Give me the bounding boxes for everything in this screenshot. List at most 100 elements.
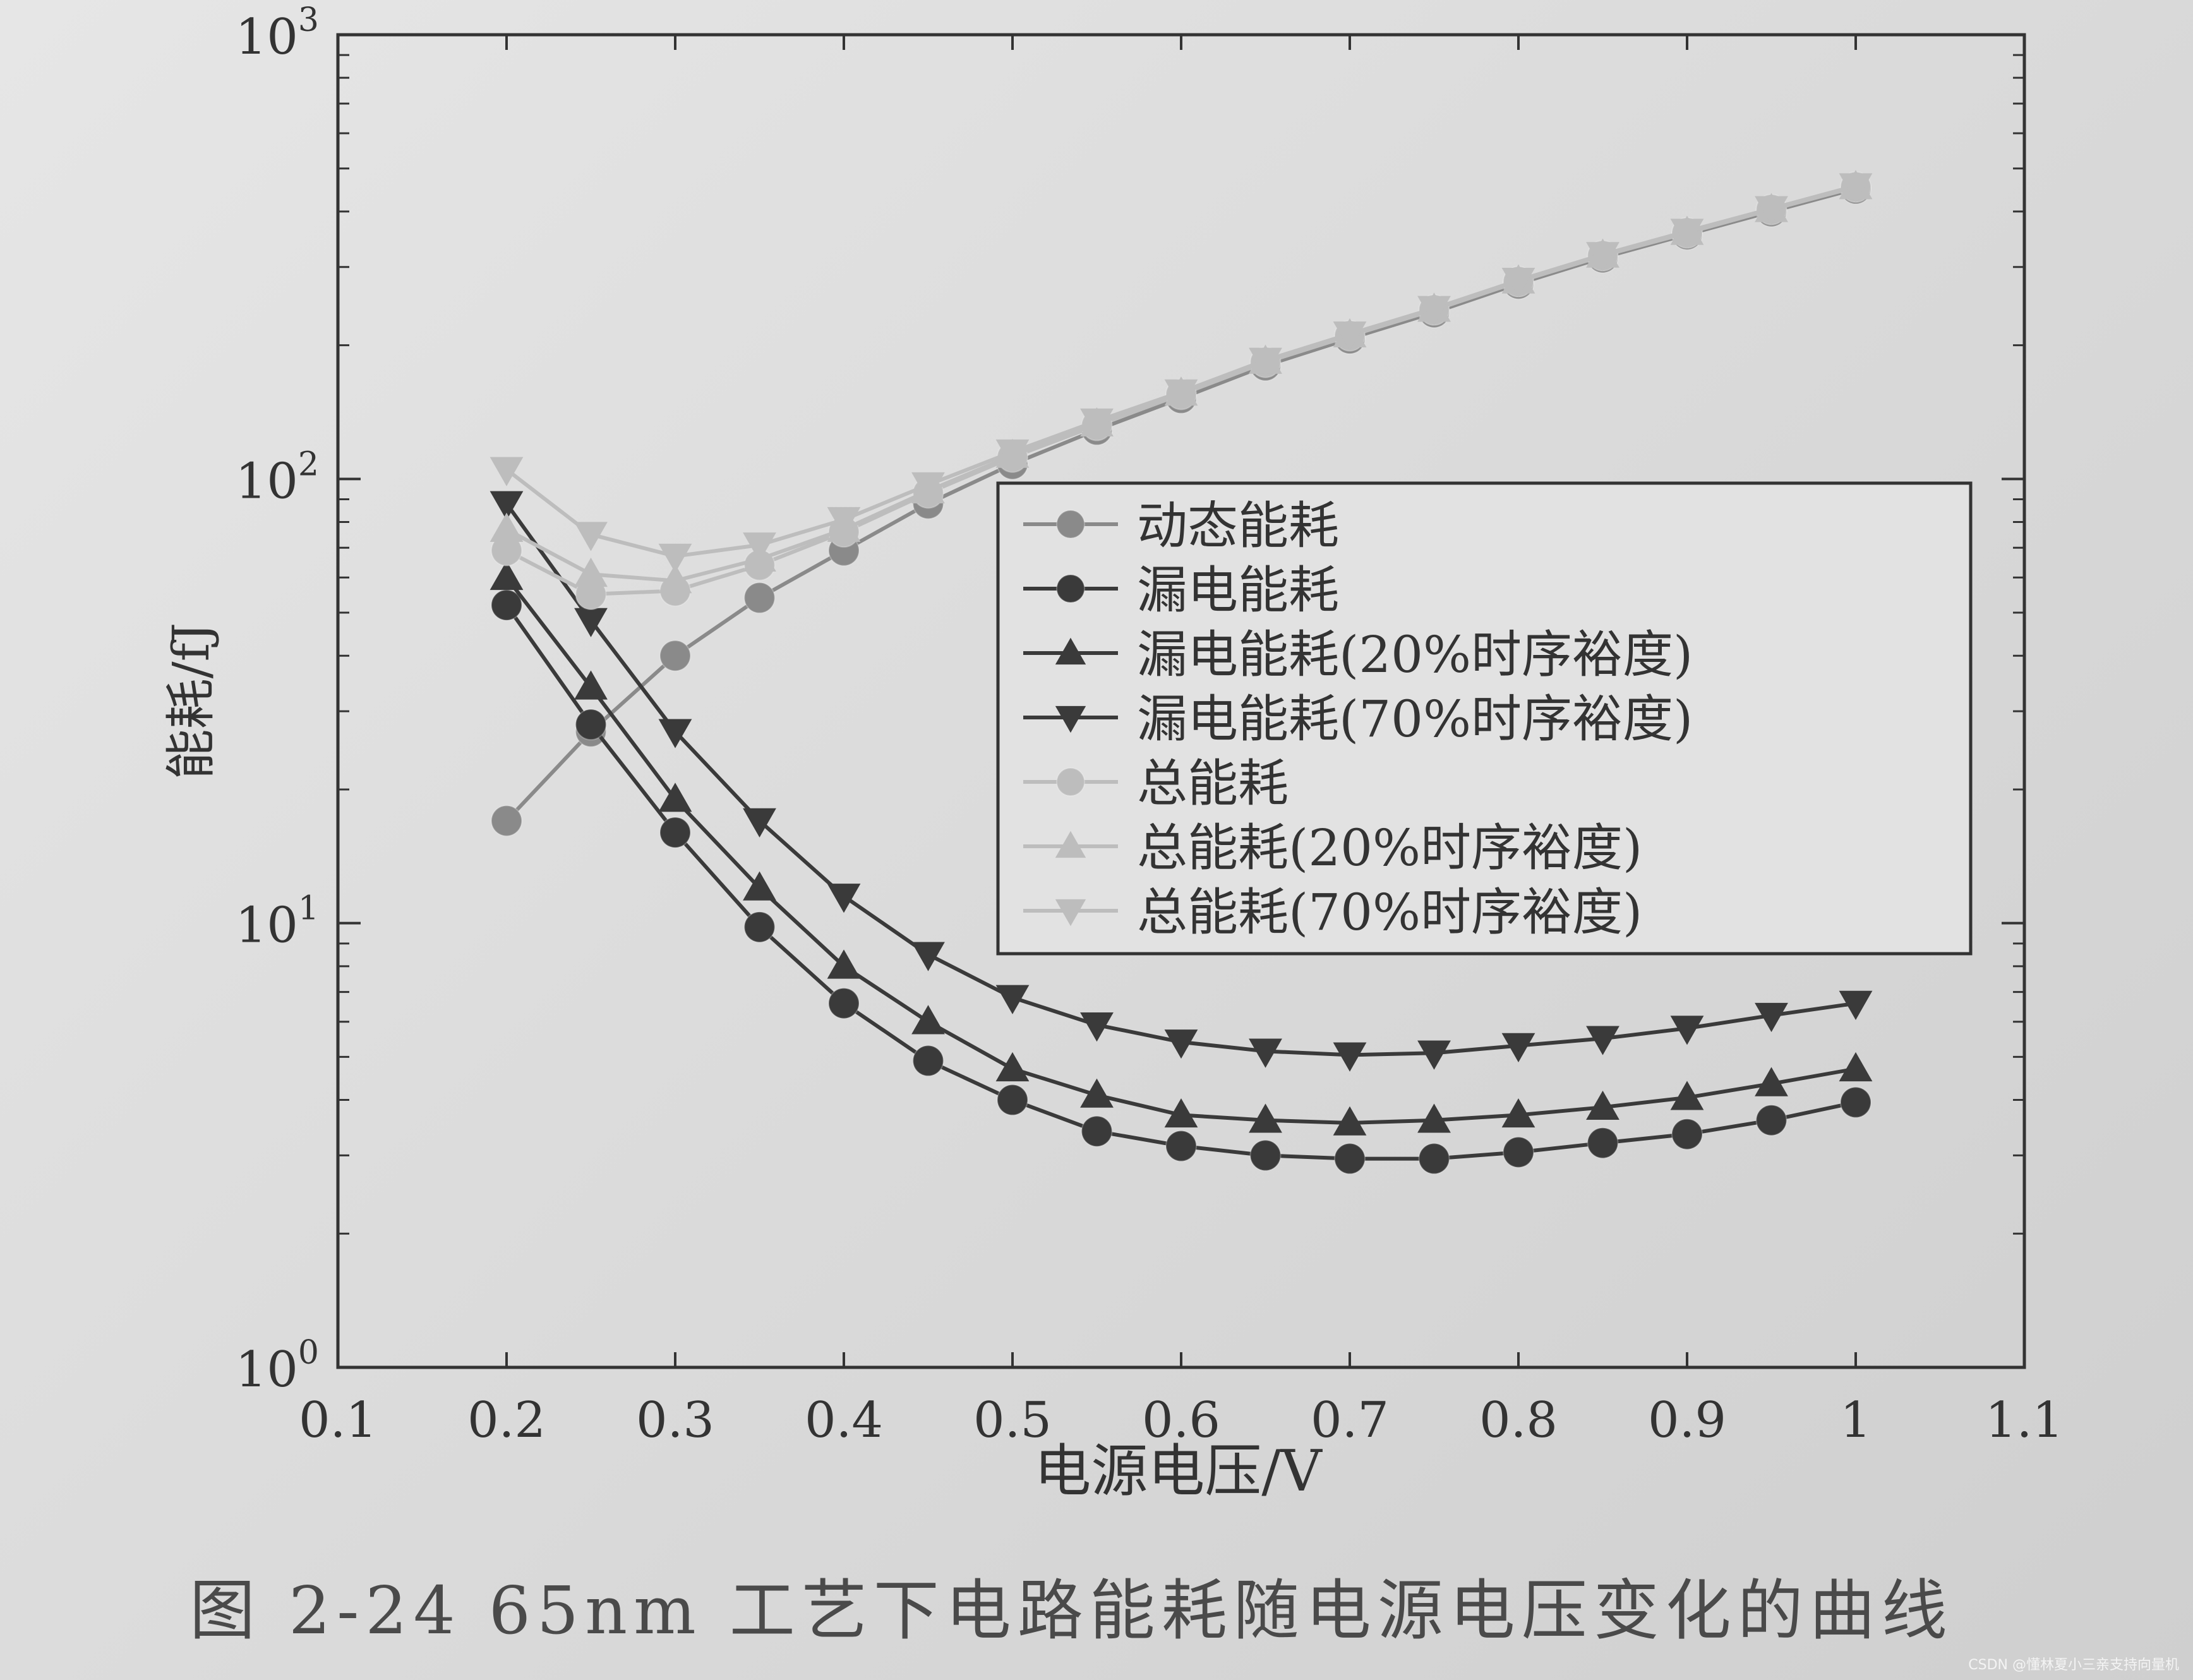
data-point [1249, 347, 1282, 377]
data-point [1755, 1002, 1788, 1033]
y-tick-exponent: 1 [298, 890, 319, 928]
data-point [1081, 1115, 1113, 1148]
legend-item: 总能耗(20%时序裕度) [1023, 819, 1642, 877]
data-point [743, 911, 776, 943]
data-point [1586, 242, 1619, 272]
legend-marker [1056, 574, 1085, 603]
y-tick-base: 10 [236, 453, 298, 510]
legend-label: 漏电能耗 [1137, 561, 1339, 620]
data-point [997, 1084, 1028, 1116]
data-point [490, 457, 524, 486]
data-point [912, 1045, 944, 1077]
data-point [743, 532, 776, 562]
data-point [1164, 1029, 1198, 1059]
data-point [1164, 1098, 1198, 1128]
legend-marker [1055, 899, 1086, 927]
data-point [911, 942, 945, 971]
legend-label: 漏电能耗(70%时序裕度) [1137, 690, 1693, 748]
data-point [490, 512, 524, 542]
data-point [574, 522, 608, 551]
data-point [911, 1005, 945, 1035]
legend-label: 总能耗(70%时序裕度) [1137, 883, 1642, 942]
data-point [1164, 379, 1198, 409]
series-1 [491, 589, 1872, 1175]
data-point [1334, 1143, 1366, 1175]
data-point [1333, 1042, 1367, 1072]
x-axis-label: 电源电压/V [1034, 1438, 1323, 1504]
legend [996, 481, 1973, 956]
data-point [1839, 1052, 1873, 1082]
data-point [1670, 219, 1704, 248]
data-point [1501, 1098, 1535, 1128]
data-point [1249, 1139, 1282, 1172]
data-point [911, 472, 945, 502]
data-point [827, 884, 861, 913]
data-point [1080, 408, 1114, 438]
data-point [574, 670, 608, 700]
data-point [1755, 1104, 1787, 1136]
legend-label: 漏电能耗(20%时序裕度) [1137, 625, 1693, 684]
y-tick-label: 102 [236, 445, 319, 510]
data-point [1418, 1143, 1450, 1175]
x-tick-label: 1.1 [1985, 1392, 2064, 1449]
data-point [1755, 1067, 1788, 1096]
data-point [1503, 1136, 1534, 1168]
data-point [827, 949, 861, 979]
x-tick-label: 0.2 [467, 1392, 546, 1449]
data-point [1080, 1078, 1114, 1108]
data-point [491, 589, 522, 621]
data-point [1840, 1086, 1872, 1119]
data-point [1501, 268, 1535, 297]
data-point [995, 439, 1030, 469]
figure-caption: 图 2-24 65nm 工艺下电路能耗随电源电压变化的曲线 [189, 1572, 1954, 1649]
x-tick-label: 0.1 [299, 1392, 377, 1449]
data-point [1080, 1012, 1114, 1042]
legend-marker [1055, 831, 1086, 858]
legend-item: 漏电能耗(20%时序裕度) [1023, 625, 1693, 684]
data-point [659, 817, 691, 849]
x-tick-label: 0.6 [1142, 1392, 1220, 1449]
data-point [828, 987, 860, 1019]
data-point [1586, 1026, 1619, 1055]
x-tick-label: 0.9 [1648, 1392, 1726, 1449]
legend-marker [1056, 767, 1085, 796]
x-tick-label: 0.4 [805, 1392, 883, 1449]
data-point [1333, 1106, 1367, 1136]
y-axis-label: 能耗/fJ [162, 623, 220, 780]
data-point [1165, 1130, 1197, 1162]
series-3 [490, 491, 1873, 1072]
y-tick-base: 10 [236, 9, 298, 66]
data-point [1671, 1118, 1703, 1150]
data-point [995, 1052, 1030, 1082]
y-tick-exponent: 0 [298, 1334, 319, 1372]
data-point [743, 808, 776, 837]
data-point [743, 871, 776, 901]
data-point [995, 985, 1030, 1014]
legend-item: 漏电能耗 [1023, 561, 1339, 620]
data-point [658, 719, 692, 748]
legend-item: 动态能耗 [1023, 496, 1339, 555]
data-point [1417, 1103, 1451, 1133]
legend-marker [1056, 510, 1085, 539]
x-tick-label: 0.8 [1479, 1392, 1558, 1449]
series-6 [490, 173, 1873, 573]
data-point [574, 557, 608, 587]
legend-item: 总能耗 [1023, 754, 1289, 813]
data-point [574, 608, 608, 637]
data-point [1586, 1090, 1619, 1120]
data-point [1670, 1016, 1704, 1045]
data-point [658, 564, 692, 594]
legend-marker [1055, 705, 1086, 733]
series-2 [490, 560, 1873, 1136]
x-tick-label: 0.3 [636, 1392, 714, 1449]
data-point [1417, 296, 1451, 325]
data-point [658, 783, 692, 812]
data-point [1670, 1081, 1704, 1110]
watermark: CSDN @懂林夏小三亲支持向量机 [1968, 1657, 2179, 1673]
data-point [575, 709, 607, 741]
data-point [1839, 990, 1873, 1020]
y-tick-base: 10 [236, 1341, 298, 1398]
legend-item: 漏电能耗(70%时序裕度) [1023, 690, 1693, 748]
legend-label: 动态能耗 [1137, 496, 1339, 555]
